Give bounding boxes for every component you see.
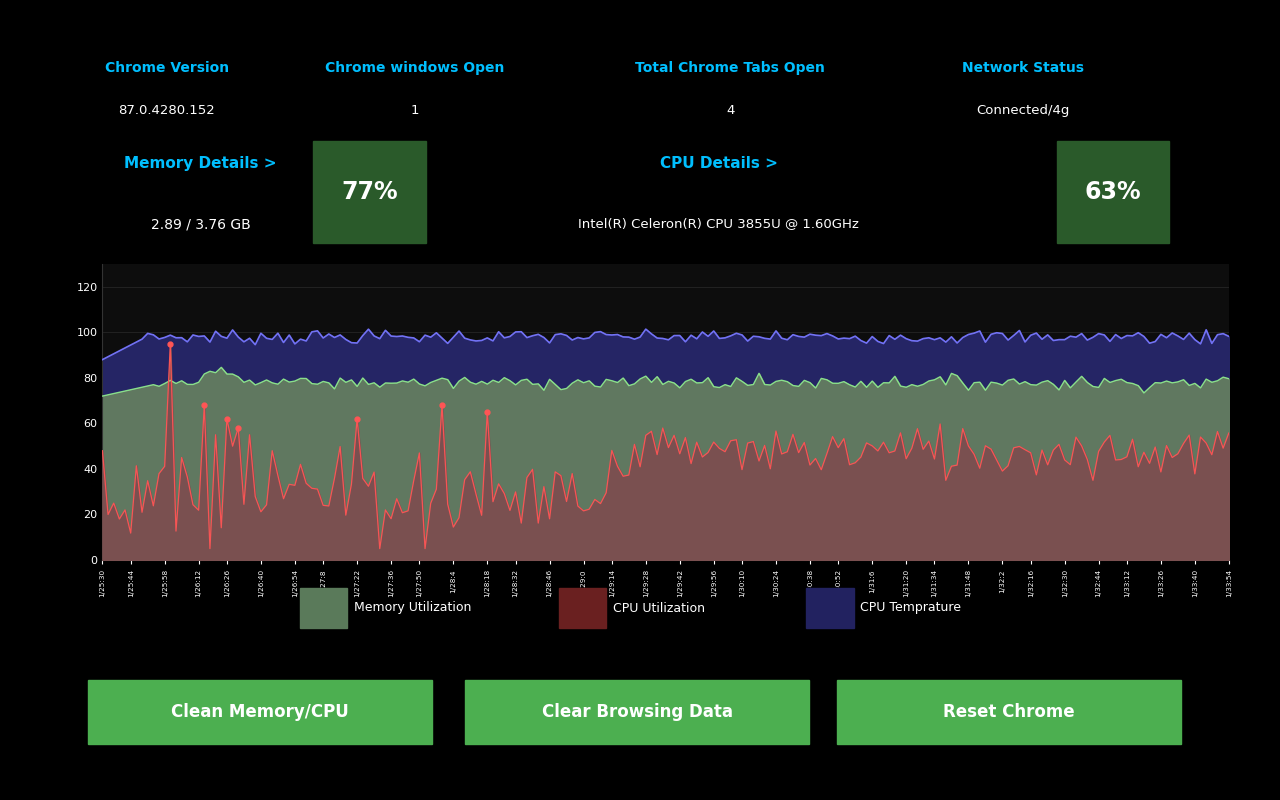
Text: CPU Utilization: CPU Utilization: [613, 602, 705, 614]
Text: Clean Memory/CPU: Clean Memory/CPU: [172, 703, 348, 721]
Text: Chrome Version: Chrome Version: [105, 61, 229, 75]
Text: Chrome windows Open: Chrome windows Open: [325, 61, 504, 75]
FancyBboxPatch shape: [466, 680, 809, 744]
Text: Total Chrome Tabs Open: Total Chrome Tabs Open: [635, 61, 826, 75]
Text: Clear Browsing Data: Clear Browsing Data: [541, 703, 732, 721]
FancyBboxPatch shape: [300, 588, 347, 628]
Text: 4: 4: [726, 104, 735, 117]
Text: 2.89 / 3.76 GB: 2.89 / 3.76 GB: [151, 217, 251, 231]
Text: Memory Details >: Memory Details >: [124, 156, 276, 171]
Text: Intel(R) Celeron(R) CPU 3855U @ 1.60GHz: Intel(R) Celeron(R) CPU 3855U @ 1.60GHz: [579, 218, 859, 230]
Text: CPU Temprature: CPU Temprature: [860, 602, 961, 614]
Text: Connected/4g: Connected/4g: [977, 104, 1070, 117]
Text: CPU Details >: CPU Details >: [660, 156, 778, 171]
Text: 77%: 77%: [342, 180, 398, 204]
Text: Reset Chrome: Reset Chrome: [943, 703, 1075, 721]
Text: 1: 1: [411, 104, 419, 117]
FancyBboxPatch shape: [558, 588, 605, 628]
FancyBboxPatch shape: [314, 141, 426, 243]
Text: Memory Utilization: Memory Utilization: [353, 602, 471, 614]
FancyBboxPatch shape: [1057, 141, 1170, 243]
FancyBboxPatch shape: [806, 588, 854, 628]
Text: Network Status: Network Status: [963, 61, 1084, 75]
FancyBboxPatch shape: [88, 680, 431, 744]
Text: 87.0.4280.152: 87.0.4280.152: [119, 104, 215, 117]
FancyBboxPatch shape: [837, 680, 1180, 744]
Text: 63%: 63%: [1084, 180, 1142, 204]
